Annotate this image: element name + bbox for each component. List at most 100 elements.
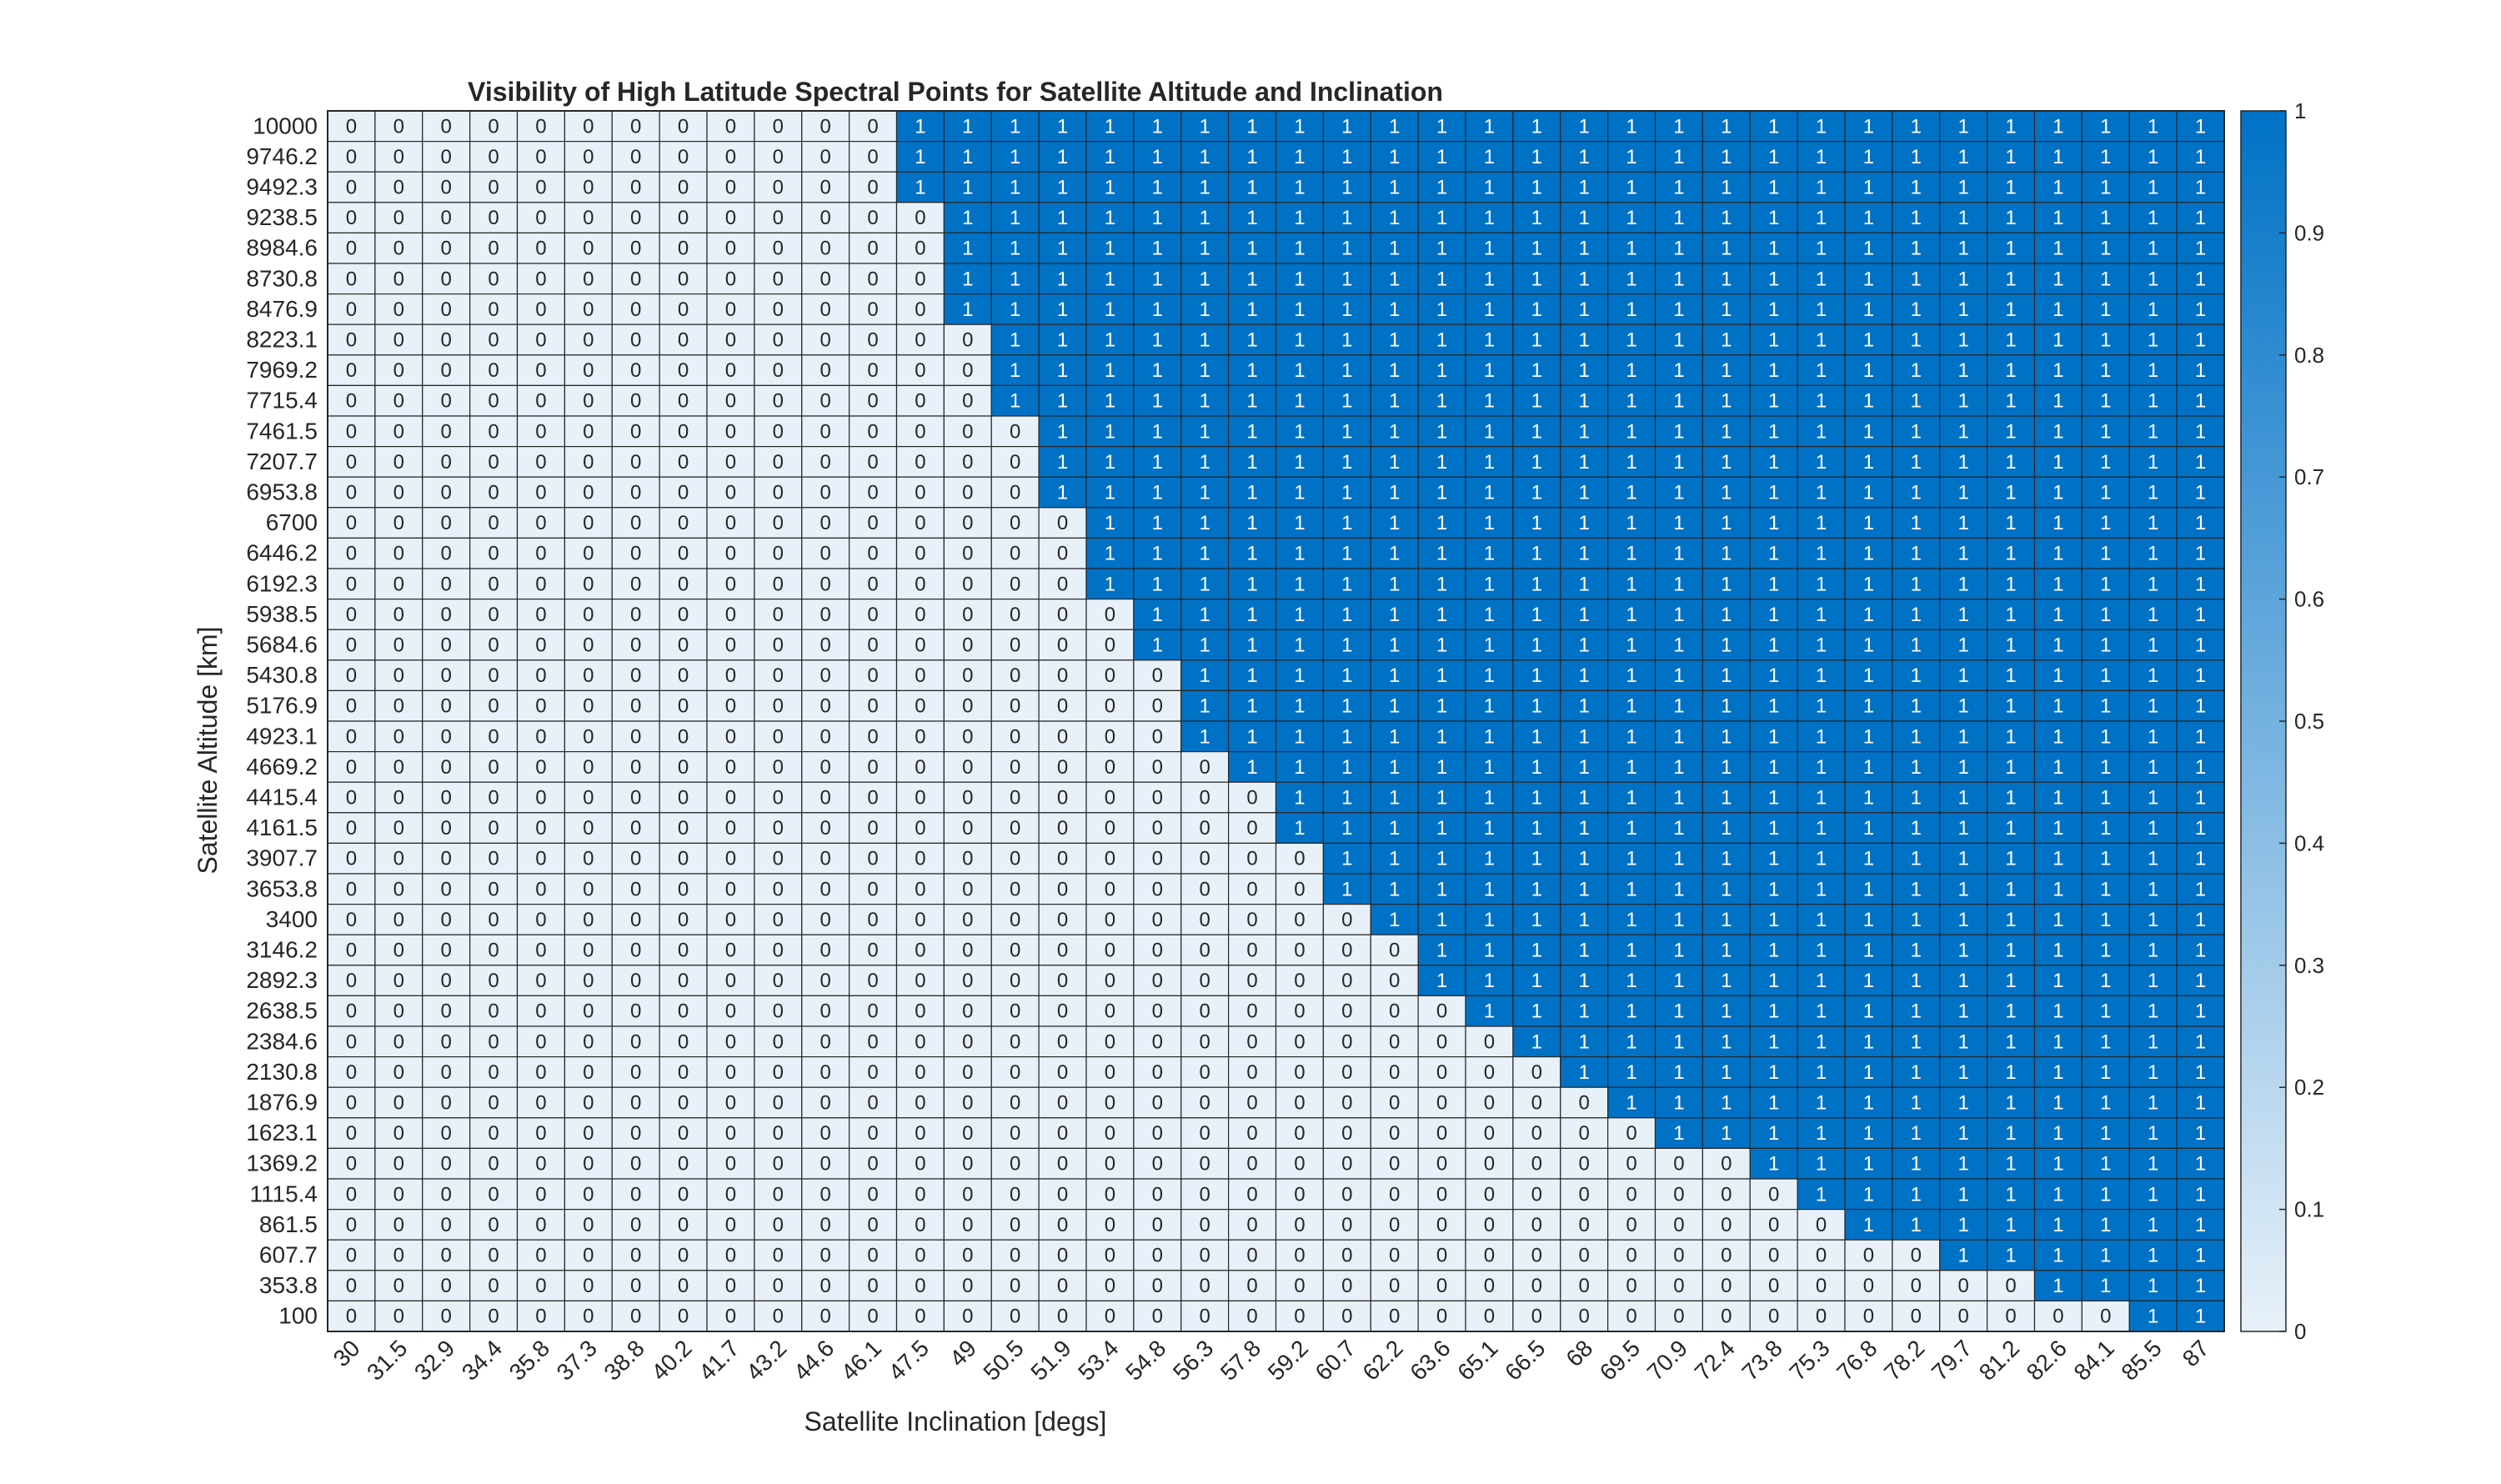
cell-value-label: 0 xyxy=(535,940,546,962)
cell-value-label: 1 xyxy=(1010,268,1020,290)
cell-value-label: 1 xyxy=(1531,207,1542,229)
cell-value-label: 0 xyxy=(346,359,357,382)
cell-value-label: 0 xyxy=(1294,848,1305,870)
cell-value-label: 0 xyxy=(630,1275,641,1297)
cell-value-label: 1 xyxy=(1484,177,1495,199)
cell-value-label: 1 xyxy=(1911,1061,1922,1084)
cell-value-label: 0 xyxy=(1721,1183,1732,1206)
cell-value-label: 0 xyxy=(1531,1245,1542,1267)
cell-value-label: 0 xyxy=(962,1092,973,1115)
cell-value-label: 0 xyxy=(393,604,404,626)
cell-value-label: 1 xyxy=(2052,878,2063,900)
cell-value-label: 1 xyxy=(2148,146,2158,168)
cell-value-label: 0 xyxy=(773,451,784,474)
x-tick-label: 75.3 xyxy=(1784,1335,1834,1385)
cell-value-label: 1 xyxy=(1389,359,1400,382)
cell-value-label: 0 xyxy=(1010,634,1020,657)
cell-value-label: 0 xyxy=(1152,787,1163,810)
cell-value-label: 1 xyxy=(2148,329,2158,352)
cell-value-label: 0 xyxy=(820,1061,831,1084)
cell-value-label: 1 xyxy=(1863,909,1874,931)
cell-value-label: 1 xyxy=(1105,177,1115,199)
cell-value-label: 1 xyxy=(1626,329,1636,352)
cell-value-label: 1 xyxy=(1768,756,1779,779)
cell-value-label: 1 xyxy=(2052,482,2063,504)
cell-value-label: 1 xyxy=(1768,634,1779,657)
cell-value-label: 0 xyxy=(678,695,689,718)
cell-value-label: 1 xyxy=(2148,298,2158,321)
cell-value-label: 1 xyxy=(1721,238,1732,260)
cell-value-label: 1 xyxy=(1200,725,1210,748)
cell-value-label: 0 xyxy=(535,359,546,382)
cell-value-label: 0 xyxy=(488,238,499,260)
cell-value-label: 1 xyxy=(2195,146,2206,168)
cell-value-label: 1 xyxy=(2100,177,2111,199)
cell-value-label: 0 xyxy=(535,1245,546,1267)
cell-value-label: 0 xyxy=(535,1306,546,1328)
cell-value-label: 0 xyxy=(488,1122,499,1145)
cell-value-label: 1 xyxy=(2052,329,2063,352)
cell-value-label: 1 xyxy=(2195,512,2206,534)
cell-value-label: 0 xyxy=(725,1214,736,1236)
cell-value-label: 1 xyxy=(2052,1214,2063,1236)
cell-value-label: 1 xyxy=(1341,604,1352,626)
cell-value-label: 1 xyxy=(1721,604,1732,626)
cell-value-label: 0 xyxy=(1105,1245,1115,1267)
cell-value-label: 0 xyxy=(346,817,357,840)
cell-value-label: 1 xyxy=(1152,634,1163,657)
cell-value-label: 0 xyxy=(1152,664,1163,687)
cell-value-label: 0 xyxy=(1294,1183,1305,1206)
cell-value-label: 0 xyxy=(1057,512,1068,534)
cell-value-label: 0 xyxy=(867,482,878,504)
cell-value-label: 0 xyxy=(915,512,925,534)
cell-value-label: 0 xyxy=(346,878,357,900)
cell-value-label: 0 xyxy=(1057,970,1068,992)
cell-value-label: 0 xyxy=(1389,1306,1400,1328)
cell-value-label: 1 xyxy=(1626,238,1636,260)
cell-value-label: 1 xyxy=(2052,1092,2063,1115)
cell-value-label: 1 xyxy=(1768,177,1779,199)
cell-value-label: 0 xyxy=(725,420,736,443)
cell-value-label: 0 xyxy=(1152,1245,1163,1267)
cell-value-label: 1 xyxy=(1484,512,1495,534)
cell-value-label: 0 xyxy=(441,177,452,199)
heatmap-grid: 0 0 0 0 0 0 0 0 0 0 0 0 1 1 1 1 1 1 1 1 1 1 1 1 1 1 1 1 1 1 1 1 1 1 1 1 1 1 1 1… xyxy=(328,111,2224,1331)
cell-value-label: 0 xyxy=(1105,1092,1115,1115)
cell-value-label: 1 xyxy=(2005,207,2016,229)
cell-value-label: 0 xyxy=(583,604,594,626)
cell-value-label: 1 xyxy=(1531,420,1542,443)
cell-value-label: 1 xyxy=(1768,482,1779,504)
cell-value-label: 1 xyxy=(1531,115,1542,138)
cell-value-label: 1 xyxy=(1911,512,1922,534)
colorbar-tick-label: 0.5 xyxy=(2294,709,2324,734)
cell-value-label: 1 xyxy=(2195,604,2206,626)
cell-value-label: 1 xyxy=(1911,359,1922,382)
cell-value-label: 1 xyxy=(1863,543,1874,565)
cell-value-label: 0 xyxy=(1863,1306,1874,1328)
cell-value-label: 1 xyxy=(1673,604,1684,626)
cell-value-label: 1 xyxy=(1911,115,1922,138)
cell-value-label: 0 xyxy=(1010,1061,1020,1084)
cell-value-label: 0 xyxy=(820,359,831,382)
cell-value-label: 1 xyxy=(1436,634,1447,657)
cell-value-label: 1 xyxy=(2148,512,2158,534)
cell-value-label: 0 xyxy=(1010,1000,1020,1023)
cell-value-label: 1 xyxy=(1911,451,1922,474)
cell-value-label: 0 xyxy=(630,878,641,900)
cell-value-label: 1 xyxy=(1105,451,1115,474)
cell-value-label: 1 xyxy=(1816,817,1827,840)
cell-value-label: 0 xyxy=(1436,1306,1447,1328)
cell-value-label: 1 xyxy=(1531,543,1542,565)
cell-value-label: 0 xyxy=(441,725,452,748)
cell-value-label: 0 xyxy=(820,390,831,413)
cell-value-label: 1 xyxy=(962,268,973,290)
cell-value-label: 0 xyxy=(441,482,452,504)
cell-value-label: 0 xyxy=(346,115,357,138)
cell-value-label: 1 xyxy=(1389,115,1400,138)
cell-value-label: 0 xyxy=(535,970,546,992)
cell-value-label: 1 xyxy=(1579,634,1590,657)
cell-value-label: 1 xyxy=(1105,482,1115,504)
cell-value-label: 1 xyxy=(1816,1153,1827,1176)
cell-value-label: 1 xyxy=(1105,359,1115,382)
cell-value-label: 0 xyxy=(346,695,357,718)
